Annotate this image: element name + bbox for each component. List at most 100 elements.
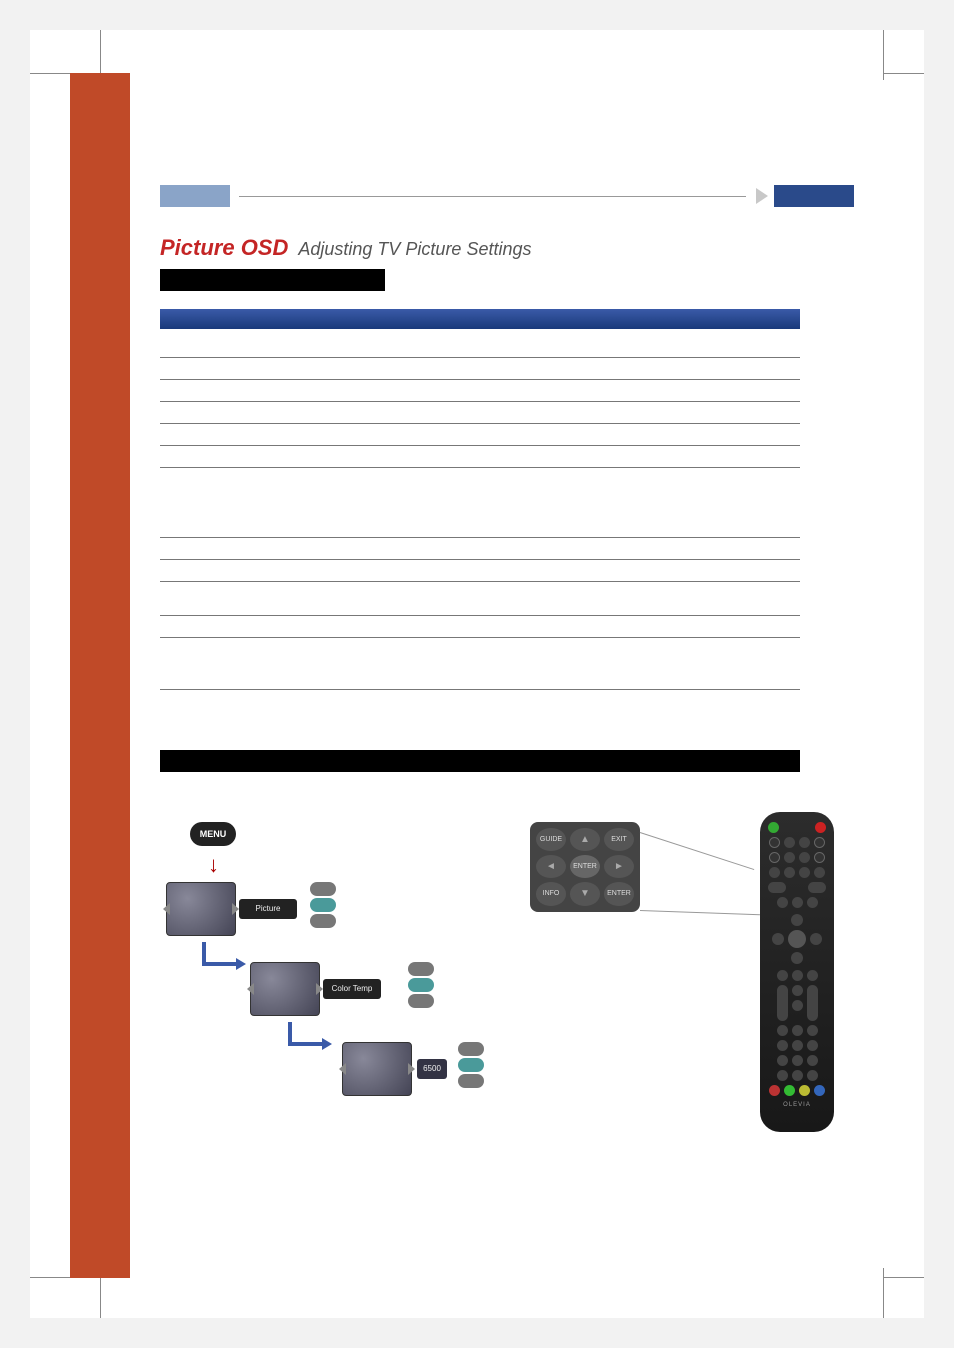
volume-rocker xyxy=(777,985,788,1021)
remote-row xyxy=(768,1085,826,1096)
remote-row xyxy=(768,985,826,1021)
osd-thumb-color-temp: Color Temp xyxy=(250,962,320,1016)
pill-button-icon xyxy=(458,1058,484,1072)
remote-button xyxy=(807,970,818,981)
remote-button xyxy=(807,1055,818,1066)
info-button: INFO xyxy=(536,882,566,905)
crop-mark xyxy=(883,1268,884,1318)
arrow-left-icon xyxy=(772,933,784,945)
triangle-left-icon xyxy=(163,903,170,915)
section-heading-bar xyxy=(160,750,800,772)
remote-row xyxy=(768,852,826,863)
remote-button xyxy=(777,1055,788,1066)
remote-button xyxy=(784,837,795,848)
remote-button xyxy=(784,852,795,863)
remote-button xyxy=(792,897,803,908)
elbow-arrow-icon xyxy=(288,1022,324,1046)
page-title: Picture OSD Adjusting TV Picture Setting… xyxy=(160,235,854,261)
title-main: Picture OSD xyxy=(160,235,288,261)
remote-row xyxy=(768,1070,826,1081)
remote-button xyxy=(769,837,780,848)
table-header-bar xyxy=(160,309,800,329)
remote-button xyxy=(777,970,788,981)
pill-button-icon xyxy=(458,1042,484,1056)
table-row xyxy=(160,357,800,379)
remote-button xyxy=(799,867,810,878)
arrow-down-icon xyxy=(791,952,803,964)
remote-button xyxy=(807,1040,818,1051)
guide-button: GUIDE xyxy=(536,828,566,851)
enter-corner-button: ENTER xyxy=(604,882,634,905)
remote-row xyxy=(768,1025,826,1036)
table-row xyxy=(160,379,800,401)
pill-button-icon xyxy=(310,882,336,896)
nav-end-tab xyxy=(774,185,854,207)
chevron-right-icon xyxy=(752,185,774,207)
remote-button xyxy=(769,867,780,878)
table-row xyxy=(160,615,800,637)
green-button xyxy=(784,1085,795,1096)
remote-button xyxy=(792,1070,803,1081)
remote-button xyxy=(784,867,795,878)
triangle-left-icon xyxy=(247,983,254,995)
remote-button xyxy=(768,882,786,893)
dpad-zoom: GUIDE ▲ EXIT ◄ ENTER ► INFO ▼ ENTER xyxy=(530,822,640,912)
table-row xyxy=(160,637,800,689)
arrow-left-icon: ◄ xyxy=(536,855,566,878)
pill-button-icon xyxy=(408,962,434,976)
remote-button xyxy=(807,1070,818,1081)
remote-brand-label: OLEVIA xyxy=(783,1102,811,1108)
triangle-right-icon xyxy=(232,903,239,915)
table-row xyxy=(160,445,800,467)
navigation-diagram: MENU ↓ Picture Color Temp xyxy=(160,822,860,1142)
arrow-down-icon: ▼ xyxy=(570,882,600,905)
remote-button xyxy=(814,867,825,878)
osd-thumb-value: 6500 xyxy=(342,1042,412,1096)
remote-button xyxy=(792,1000,803,1011)
remote-button xyxy=(777,1040,788,1051)
crop-mark xyxy=(884,1277,924,1278)
pill-button-icon xyxy=(310,914,336,928)
table-row xyxy=(160,467,800,537)
elbow-arrow-icon xyxy=(202,942,238,966)
channel-rocker xyxy=(807,985,818,1021)
osd-label: Color Temp xyxy=(323,979,381,999)
arrow-down-icon: ↓ xyxy=(208,852,219,878)
section-heading-bar xyxy=(160,269,385,291)
nav-separator xyxy=(239,196,746,197)
remote-button xyxy=(807,1025,818,1036)
remote-row xyxy=(768,897,826,908)
table-row xyxy=(160,581,800,615)
crop-mark xyxy=(883,30,884,80)
power-button-icon xyxy=(815,822,826,833)
zoom-guide-lines xyxy=(640,832,760,972)
remote-button xyxy=(814,852,825,863)
enter-button xyxy=(788,930,806,948)
pill-button-icon xyxy=(408,978,434,992)
remote-row xyxy=(768,1040,826,1051)
remote-button xyxy=(769,852,780,863)
remote-dpad xyxy=(772,914,822,964)
remote-button xyxy=(792,1055,803,1066)
arrow-right-icon: ► xyxy=(604,855,634,878)
remote-button xyxy=(792,1025,803,1036)
remote-row xyxy=(768,1055,826,1066)
remote-button xyxy=(807,897,818,908)
triangle-left-icon xyxy=(339,1063,346,1075)
remote-row xyxy=(768,837,826,848)
blue-button xyxy=(814,1085,825,1096)
remote-button xyxy=(799,852,810,863)
remote-button xyxy=(792,985,803,996)
arrow-up-icon: ▲ xyxy=(570,828,600,851)
settings-table xyxy=(160,335,800,690)
button-stack xyxy=(310,882,336,928)
arrow-up-icon xyxy=(791,914,803,926)
remote-button xyxy=(792,1040,803,1051)
osd-thumb-picture: Picture xyxy=(166,882,236,936)
nav-tab xyxy=(160,185,230,207)
side-strip xyxy=(70,73,130,1278)
remote-row xyxy=(768,822,826,833)
remote-button xyxy=(792,970,803,981)
pill-button-icon xyxy=(408,994,434,1008)
table-row xyxy=(160,335,800,357)
